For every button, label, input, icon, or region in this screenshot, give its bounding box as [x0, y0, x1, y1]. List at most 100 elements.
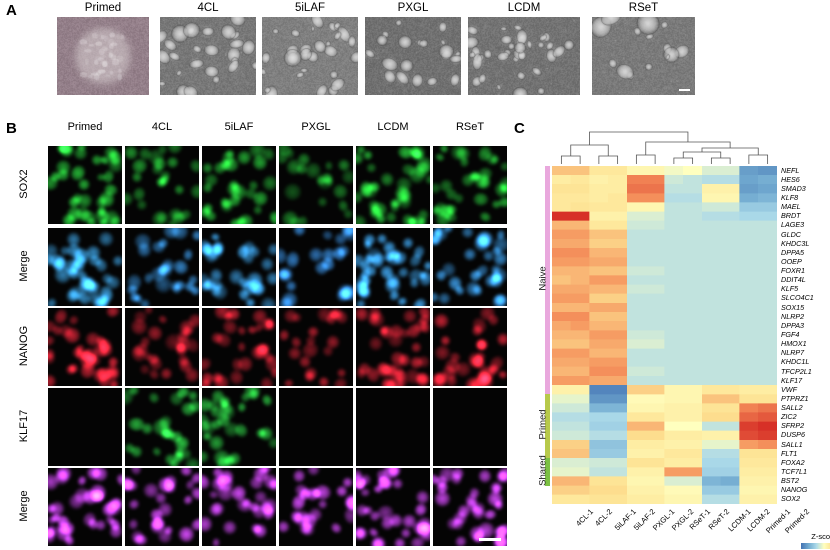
- if-image-klf17-5ilaf: [202, 388, 276, 466]
- panel-b-row-label-klf17-3: KLF17: [18, 409, 30, 443]
- gene-label-nefl: NEFL: [781, 165, 800, 175]
- category-bar-naive: [545, 166, 550, 395]
- gene-label-slco4c1: SLCO4C1: [781, 293, 814, 303]
- if-image-klf17-pxgl: [279, 388, 353, 466]
- gene-label-sall2: SALL2: [781, 403, 803, 413]
- phase-contrast-image-rset: [592, 17, 695, 95]
- gene-label-klf5: KLF5: [781, 284, 799, 294]
- gene-label-sall1: SALL1: [781, 439, 803, 449]
- if-image-merge-5ilaf: [202, 468, 276, 546]
- if-image-merge-rset: [433, 468, 507, 546]
- if-image-merge-4cl: [125, 468, 199, 546]
- gene-label-smad3: SMAD3: [781, 183, 806, 193]
- gene-label-foxa2: FOXA2: [781, 457, 805, 467]
- phase-contrast-image-pxgl: [365, 17, 461, 95]
- if-image-nanog-5ilaf: [202, 308, 276, 386]
- panel-b-row-label-sox2-0: SOX2: [18, 169, 30, 199]
- phase-contrast-image-primed: [57, 17, 149, 95]
- gene-label-khdc3l: KHDC3L: [781, 238, 810, 248]
- gene-label-tcf7l1: TCF7L1: [781, 467, 807, 477]
- if-image-nanog-4cl: [125, 308, 199, 386]
- if-image-klf17-rset: [433, 388, 507, 466]
- if-image-sox2-4cl: [125, 146, 199, 224]
- if-image-sox2-5ilaf: [202, 146, 276, 224]
- gene-label-dusp6: DUSP6: [781, 430, 805, 440]
- if-image-nanog-pxgl: [279, 308, 353, 386]
- gene-label-nlrp7: NLRP7: [781, 348, 805, 358]
- panel-b-row-label-merge-4: Merge: [18, 490, 30, 522]
- panel-b-column-label-pxgl: PXGL: [301, 121, 331, 133]
- panel-a-column-label-pxgl: PXGL: [397, 2, 429, 14]
- sample-label-4cl-2: 4CL-2: [592, 507, 614, 528]
- if-image-merge-4cl: [125, 228, 199, 306]
- gene-label-hes6: HES6: [781, 174, 800, 184]
- gene-label-flt1: FLT1: [781, 448, 798, 458]
- gene-label-mael: MAEL: [781, 202, 801, 212]
- phase-contrast-image-lcdm: [468, 17, 580, 95]
- if-image-sox2-lcdm: [356, 146, 430, 224]
- panel-b-scale-bar: [479, 538, 501, 541]
- if-image-sox2-primed: [48, 146, 122, 224]
- category-label-naive: Naive: [537, 266, 549, 291]
- gene-label-hmox1: HMOX1: [781, 339, 807, 349]
- panel-c-letter: C: [514, 120, 525, 137]
- legend-title: Z-score: [811, 532, 830, 541]
- panel-b-column-label-rset: RSeT: [455, 121, 485, 133]
- if-image-merge-pxgl: [279, 468, 353, 546]
- if-image-sox2-pxgl: [279, 146, 353, 224]
- gene-label-fgf4: FGF4: [781, 330, 800, 339]
- gene-label-vwf: VWF: [781, 384, 797, 394]
- if-image-nanog-rset: [433, 308, 507, 386]
- if-image-merge-rset: [433, 228, 507, 306]
- if-image-klf17-lcdm: [356, 388, 430, 466]
- gene-label-ooep: OOEP: [781, 256, 802, 266]
- panel-b-column-label-4cl: 4CL: [151, 121, 173, 133]
- gene-label-nanog: NANOG: [781, 485, 808, 495]
- if-image-nanog-primed: [48, 308, 122, 386]
- panel-a-column-label-rset: RSeT: [628, 2, 659, 14]
- if-image-sox2-rset: [433, 146, 507, 224]
- panel-b-column-label-primed: Primed: [67, 121, 103, 133]
- panel-a-column-label-5ilaf: 5iLAF: [294, 2, 326, 14]
- gene-label-foxr1: FOXR1: [781, 266, 805, 276]
- gene-label-dppa5: DPPA5: [781, 247, 805, 257]
- panel-a-letter: A: [6, 2, 17, 19]
- if-image-merge-lcdm: [356, 468, 430, 546]
- gene-label-bst2: BST2: [781, 476, 799, 486]
- gene-label-dppa3: DPPA3: [781, 320, 805, 330]
- if-image-klf17-4cl: [125, 388, 199, 466]
- if-image-merge-primed: [48, 468, 122, 546]
- gene-label-khdc1l: KHDC1L: [781, 357, 810, 367]
- gene-label-sox2: SOX2: [781, 494, 801, 504]
- panel-c-heatmap: C Naive Primed Shared NEFL HES6 SMAD3 KLF8 MAE…: [510, 118, 830, 550]
- category-bar-shared: [545, 458, 550, 486]
- gene-label-klf17: KLF17: [781, 375, 803, 385]
- panel-b-row-label-nanog-2: NANOG: [18, 325, 30, 367]
- gene-label-tfcp2l1: TFCP2L1: [781, 366, 812, 376]
- gene-label-ddit4l: DDIT4L: [781, 275, 806, 285]
- heatmap-canvas-wrap: [552, 166, 777, 504]
- gene-label-nlrp2: NLRP2: [781, 311, 805, 321]
- gene-label-lage3: LAGE3: [781, 220, 805, 230]
- if-image-merge-5ilaf: [202, 228, 276, 306]
- panel-a-morphology: A Primed 4CL 5iLAF PXGL LCDM RSeT: [0, 0, 830, 115]
- panel-a-column-label-primed: Primed: [84, 2, 122, 14]
- gene-label-sfrp2: SFRP2: [781, 421, 805, 431]
- if-image-merge-pxgl: [279, 228, 353, 306]
- category-bar-primed: [545, 394, 550, 459]
- panel-a-column-label-lcdm: LCDM: [507, 2, 541, 14]
- panel-b-column-label-5ilaf: 5iLAF: [224, 121, 254, 133]
- category-label-shared: Shared: [537, 455, 549, 486]
- panel-a-scale-bar: [679, 89, 690, 91]
- heatmap-canvas[interactable]: [552, 166, 777, 504]
- gene-label-klf8: KLF8: [781, 192, 799, 202]
- if-image-klf17-primed: [48, 388, 122, 466]
- gene-label-sox15: SOX15: [781, 302, 805, 312]
- gene-label-zic2: ZIC2: [781, 412, 797, 422]
- zscore-legend: Z-score -202: [795, 532, 830, 550]
- if-image-merge-lcdm: [356, 228, 430, 306]
- if-image-merge-primed: [48, 228, 122, 306]
- phase-contrast-image-4cl: [160, 17, 256, 95]
- sample-label-4cl-1: 4CL-1: [573, 507, 595, 528]
